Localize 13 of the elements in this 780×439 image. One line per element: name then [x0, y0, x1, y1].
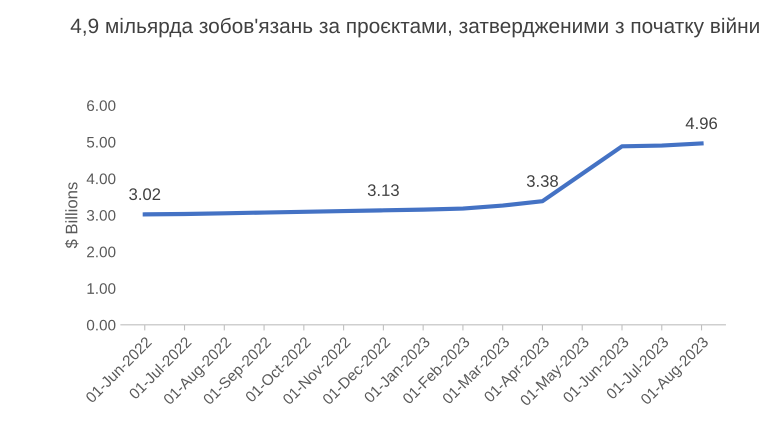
y-tick-label: 0.00: [86, 320, 116, 331]
y-tick-label: 1.00: [87, 283, 116, 294]
y-tick-label: 4.00: [86, 173, 116, 184]
data-label: 3.02: [129, 188, 160, 200]
y-tick-label: 3.00: [86, 210, 116, 221]
y-axis-title: $ Billions: [64, 182, 78, 248]
chart-title: 4,9 мільярда зобов'язань за проєктами, затвердженими з початку війни: [70, 18, 759, 38]
y-tick-label: 6.00: [87, 100, 116, 112]
data-label: 3.38: [526, 175, 558, 187]
y-tick-label: 5.00: [86, 136, 116, 148]
y-tick-label: 2.00: [87, 246, 116, 258]
data-label: 3.13: [368, 184, 399, 196]
data-label: 4.96: [686, 117, 718, 130]
